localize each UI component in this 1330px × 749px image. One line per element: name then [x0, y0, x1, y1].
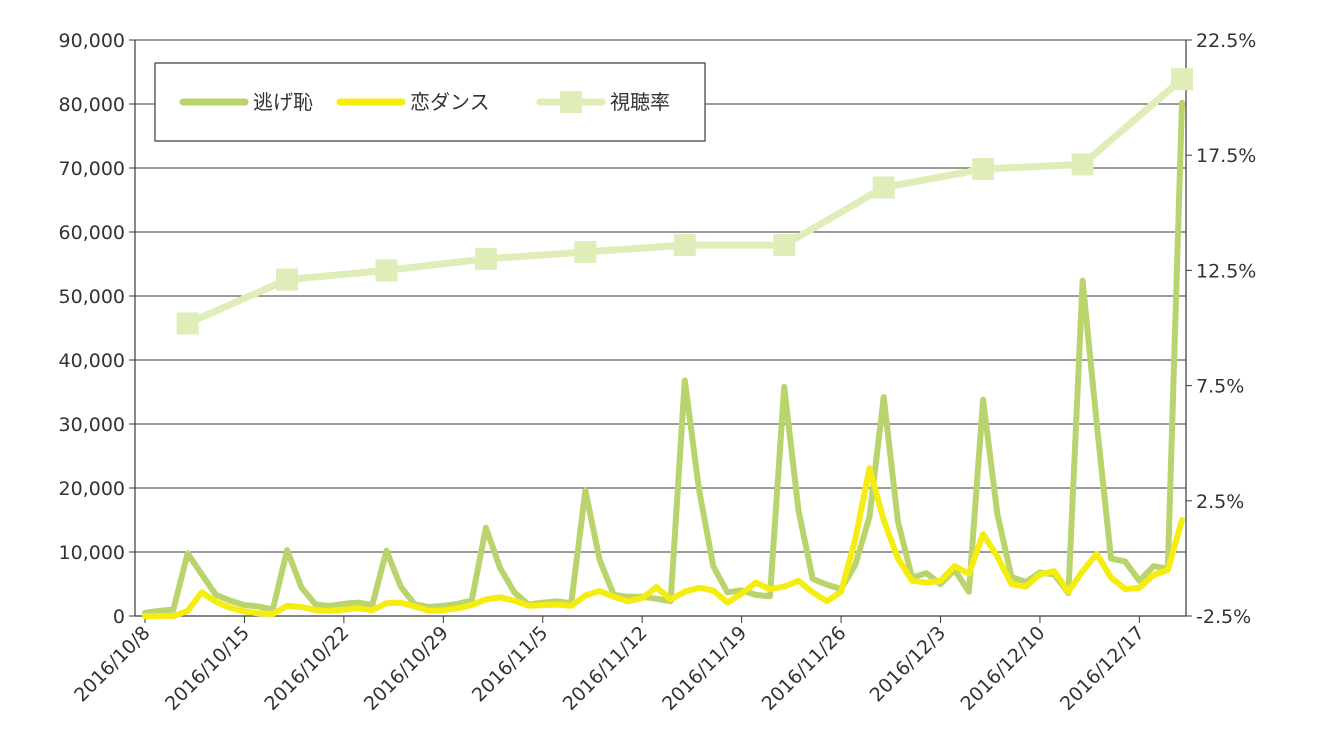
x-tick-label: 2016/11/12	[559, 622, 652, 715]
x-tick-label: 2016/12/3	[866, 622, 950, 706]
left-tick-label: 60,000	[59, 222, 125, 244]
right-tick-label: 17.5%	[1196, 145, 1256, 167]
data-point-marker	[176, 312, 199, 335]
left-axis-ticks: 0 10,000 20,000 30,000 40,000 50,000 60,000 70,…	[59, 30, 135, 628]
series-line-0	[142, 99, 1185, 616]
x-tick-label: 2016/12/10	[956, 622, 1049, 715]
left-tick-label: 90,000	[59, 30, 125, 52]
axes	[134, 40, 1187, 617]
data-point-marker	[375, 259, 398, 282]
x-tick-label: 2016/11/19	[658, 622, 751, 715]
x-tick-label: 2016/10/29	[360, 622, 453, 715]
legend: 逃げ恥 恋ダンス 視聴率	[154, 62, 706, 142]
left-tick-label: 20,000	[59, 478, 125, 500]
right-axis-ticks: -2.5% 2.5% 7.5% 12.5% 17.5% 22.5%	[1186, 30, 1256, 628]
data-point-marker	[773, 234, 796, 257]
legend-label: 逃げ恥	[253, 90, 313, 114]
data-point-marker	[1071, 153, 1094, 176]
left-tick-label: 80,000	[59, 94, 125, 116]
right-tick-label: -2.5%	[1196, 606, 1251, 628]
x-tick-label: 2016/11/5	[468, 622, 552, 706]
data-point-marker	[1171, 68, 1193, 91]
legend-label: 恋ダンス	[410, 90, 490, 114]
data-point-marker	[574, 240, 597, 263]
left-tick-label: 0	[113, 606, 125, 628]
left-tick-label: 50,000	[59, 286, 125, 308]
data-point-marker	[276, 268, 299, 291]
data-point-marker	[872, 176, 895, 199]
x-tick-label: 2016/10/15	[161, 622, 254, 715]
legend-marker	[560, 91, 582, 113]
data-point-marker	[474, 247, 497, 270]
legend-label: 視聴率	[610, 90, 670, 114]
data-point-marker	[972, 158, 995, 181]
right-tick-label: 22.5%	[1196, 30, 1256, 52]
x-tick-label: 2016/12/17	[1056, 622, 1149, 715]
series-line-1	[142, 465, 1185, 619]
x-tick-label: 2016/11/26	[758, 622, 851, 715]
x-tick-label: 2016/10/22	[260, 622, 353, 715]
x-axis-ticks: 2016/10/8 2016/10/15 2016/10/22 2016/10/29 2…	[70, 616, 1149, 715]
gridlines	[135, 39, 1186, 553]
series	[142, 68, 1193, 619]
right-tick-label: 7.5%	[1196, 376, 1244, 398]
right-tick-label: 2.5%	[1196, 491, 1244, 513]
data-point-marker	[673, 234, 696, 257]
left-tick-label: 40,000	[59, 350, 125, 372]
x-tick-label: 2016/10/8	[70, 622, 154, 706]
right-tick-label: 12.5%	[1196, 260, 1256, 282]
left-tick-label: 10,000	[59, 542, 125, 564]
left-tick-label: 30,000	[59, 414, 125, 436]
left-tick-label: 70,000	[59, 158, 125, 180]
